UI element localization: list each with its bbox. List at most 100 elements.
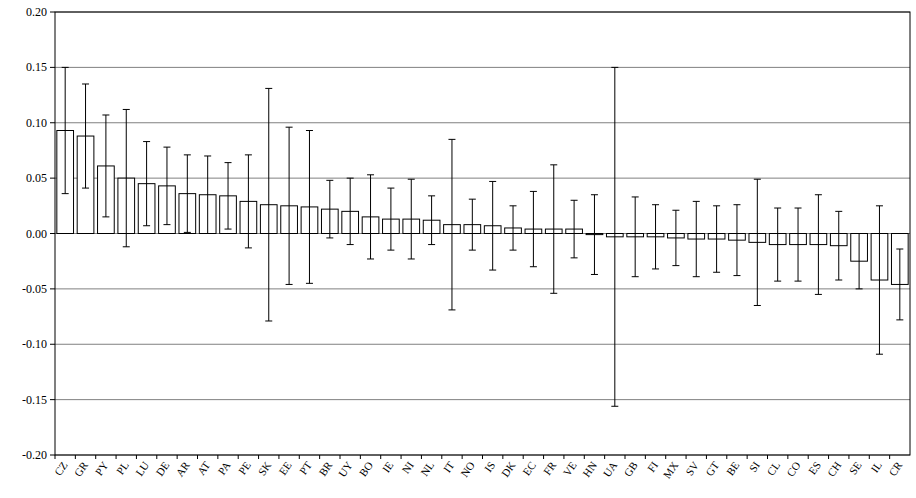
x-tick-label: IL [868, 459, 884, 475]
x-tick-label: BE [724, 459, 742, 478]
x-tick [340, 455, 341, 459]
x-tick [584, 455, 585, 459]
y-tick [50, 399, 55, 400]
x-tick-label: EE [276, 459, 294, 477]
error-bar [489, 181, 496, 270]
error-bar [286, 127, 293, 284]
x-tick [787, 455, 788, 459]
x-tick [808, 455, 809, 459]
x-tick [156, 455, 157, 459]
x-tick-label: SI [747, 459, 763, 474]
error-bar [774, 208, 781, 281]
y-tick-label: 0.10 [26, 116, 47, 130]
error-bar [510, 206, 517, 250]
x-tick-label: DK [499, 459, 518, 479]
error-bar [82, 84, 89, 188]
x-tick [278, 455, 279, 459]
error-bar [306, 131, 313, 284]
grid-line [55, 344, 910, 345]
error-bar [102, 115, 109, 217]
y-tick-label: 0.05 [26, 171, 47, 185]
chart: -0.20-0.15-0.10-0.050.000.050.100.150.20… [0, 0, 916, 498]
x-tick [299, 455, 300, 459]
x-tick [828, 455, 829, 459]
y-tick [50, 344, 55, 345]
grid-line [55, 178, 910, 179]
x-tick-label: EC [520, 459, 538, 477]
x-tick [258, 455, 259, 459]
y-tick-label: -0.20 [22, 448, 47, 462]
error-bar [611, 67, 618, 406]
x-tick-label: VE [561, 459, 579, 478]
x-tick-label: IE [380, 459, 396, 475]
x-tick [75, 455, 76, 459]
x-tick-label: MX [661, 459, 681, 480]
x-tick [726, 455, 727, 459]
x-tick [116, 455, 117, 459]
x-tick [686, 455, 687, 459]
x-tick [380, 455, 381, 459]
x-tick-label: GT [703, 459, 721, 478]
x-tick [197, 455, 198, 459]
x-tick [217, 455, 218, 459]
error-bar [571, 200, 578, 258]
y-tick [50, 233, 55, 234]
x-tick [482, 455, 483, 459]
error-bar [652, 205, 659, 269]
error-bar [163, 147, 170, 225]
y-tick [50, 455, 55, 456]
x-tick-label: CR [886, 459, 905, 478]
error-bar [896, 249, 903, 320]
y-tick [50, 122, 55, 123]
x-tick [665, 455, 666, 459]
x-tick-label: GB [621, 459, 640, 478]
x-tick-label: AT [195, 459, 213, 477]
error-bar [225, 163, 232, 229]
error-bar [815, 195, 822, 295]
error-bar [876, 206, 883, 354]
x-tick [706, 455, 707, 459]
x-tick-label: CH [825, 459, 844, 478]
x-tick [523, 455, 524, 459]
x-tick-label: AR [173, 459, 192, 479]
x-tick-label: ES [806, 459, 823, 476]
x-tick [848, 455, 849, 459]
x-tick [563, 455, 564, 459]
x-tick [401, 455, 402, 459]
x-tick-label: UA [601, 459, 620, 479]
error-bar [204, 156, 211, 234]
y-tick-label: -0.15 [22, 393, 47, 407]
grid-line [55, 67, 910, 68]
error-bar [754, 179, 761, 305]
x-tick-label: LU [133, 459, 151, 478]
error-bar [143, 142, 150, 226]
x-tick-label: PE [236, 459, 253, 477]
error-bar [469, 199, 476, 250]
error-bar [62, 67, 69, 193]
x-tick [319, 455, 320, 459]
x-tick-label: FI [645, 459, 661, 474]
error-bar [184, 155, 191, 233]
x-tick [360, 455, 361, 459]
grid-line [55, 122, 910, 123]
y-tick-label: 0.00 [26, 227, 47, 241]
x-tick-label: GR [72, 459, 91, 479]
x-tick [645, 455, 646, 459]
x-tick [177, 455, 178, 459]
x-tick [238, 455, 239, 459]
error-bar [672, 210, 679, 265]
x-tick-label: BO [357, 459, 376, 478]
x-tick [767, 455, 768, 459]
y-tick [50, 12, 55, 13]
error-bar [245, 155, 252, 248]
grid: -0.20-0.15-0.10-0.050.000.050.100.150.20 [22, 5, 910, 462]
x-tick-label: SV [683, 459, 701, 477]
error-bar [326, 180, 333, 238]
x-tick-label: DE [153, 459, 171, 478]
x-tick-label: CL [764, 459, 782, 478]
error-bar [632, 197, 639, 277]
y-tick-label: -0.05 [22, 282, 47, 296]
y-tick [50, 67, 55, 68]
x-tick-label: NI [399, 459, 416, 476]
x-tick [421, 455, 422, 459]
